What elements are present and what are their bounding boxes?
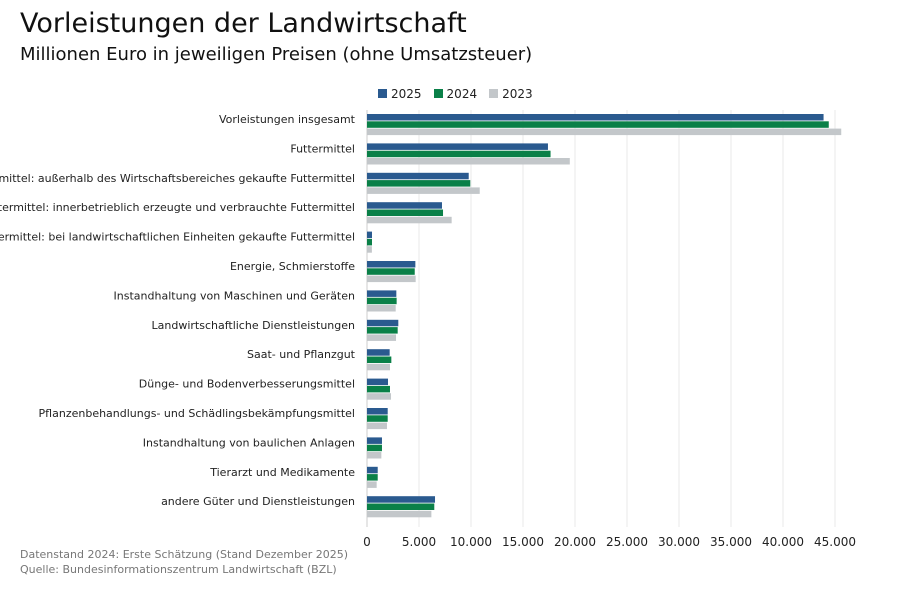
bar-2023 <box>367 158 570 165</box>
bar-2025 <box>367 408 388 415</box>
bar-2024 <box>367 238 372 246</box>
legend-item-2025: 2025 <box>378 87 422 101</box>
category-label: Pflanzenbehandlungs- und Schädlingsbekäm… <box>39 407 355 420</box>
bar-2024 <box>367 356 392 363</box>
bar-2025 <box>367 496 436 503</box>
bar-2024 <box>367 503 435 510</box>
bar-2024 <box>367 209 444 216</box>
bar-2025 <box>367 202 442 209</box>
bar-2023 <box>367 246 372 253</box>
x-tick-label: 20.000 <box>554 535 596 549</box>
bar-2024 <box>367 297 397 305</box>
bar-2024 <box>367 180 471 187</box>
category-label: Dünge- und Bodenverbesserungsmittel <box>139 378 355 391</box>
x-tick-label: 30.000 <box>658 535 700 549</box>
bar-2023 <box>367 422 387 430</box>
bar-2025 <box>367 319 399 327</box>
category-label: Futtermittel <box>290 142 355 155</box>
legend-swatch <box>433 89 443 98</box>
category-label: Tierarzt und Medikamente <box>209 466 355 479</box>
bar-2023 <box>367 275 416 283</box>
category-label: Instandhaltung von baulichen Anlagen <box>143 436 355 449</box>
bar-2023 <box>367 187 480 194</box>
footnote-source: Quelle: Bundesinformationszentrum Landwi… <box>20 563 337 576</box>
bar-2024 <box>367 444 382 452</box>
legend-label: 2024 <box>446 87 478 101</box>
bar-2023 <box>367 363 390 371</box>
bar-2024 <box>367 268 415 275</box>
bar-2024 <box>367 415 388 422</box>
bar-2024 <box>367 385 390 393</box>
legend-item-2023: 2023 <box>489 87 533 101</box>
bar-2025 <box>367 290 397 297</box>
bar-2025 <box>367 114 824 121</box>
legend-swatch <box>378 89 387 98</box>
bar-2025 <box>367 437 382 444</box>
x-tick-label: 45.000 <box>814 535 856 549</box>
bar-2023 <box>367 452 382 459</box>
bar-2023 <box>367 334 397 341</box>
bar-2024 <box>367 150 551 158</box>
bar-2025 <box>367 231 372 239</box>
bar-2023 <box>367 481 377 488</box>
bar-2025 <box>367 261 416 268</box>
bar-2023 <box>367 393 392 400</box>
bar-2023 <box>367 216 452 224</box>
category-label: andere Güter und Dienstleistungen <box>161 495 355 508</box>
footnote-datenstand: Datenstand 2024: Erste Schätzung (Stand … <box>20 548 349 561</box>
chart-title: Vorleistungen der Landwirtschaft <box>20 8 467 39</box>
legend-swatch <box>489 89 499 98</box>
x-tick-label: 10.000 <box>450 535 492 549</box>
category-label: Energie, Schmierstoffe <box>230 260 355 273</box>
bar-2023 <box>367 510 432 518</box>
bar-2025 <box>367 172 469 180</box>
x-tick-label: 25.000 <box>606 535 648 549</box>
bar-2025 <box>367 466 378 474</box>
category-label: Instandhaltung von Maschinen und Geräten <box>114 289 355 302</box>
category-label: Futtermittel: bei landwirtschaftlichen E… <box>0 231 355 244</box>
bar-2025 <box>367 378 389 386</box>
bar-2023 <box>367 305 396 312</box>
legend-item-2024: 2024 <box>433 87 478 101</box>
category-label: Vorleistungen insgesamt <box>219 113 356 126</box>
legend-label: 2025 <box>391 87 422 101</box>
bar-2024 <box>367 327 398 334</box>
x-tick-label: 15.000 <box>502 535 544 549</box>
x-tick-label: 40.000 <box>762 535 804 549</box>
bar-2025 <box>367 349 390 356</box>
bar-2023 <box>367 128 842 136</box>
bar-2024 <box>367 121 829 128</box>
x-tick-label: 35.000 <box>710 535 752 549</box>
x-tick-label: 0 <box>363 535 371 549</box>
category-label: Saat- und Pflanzgut <box>247 348 356 361</box>
category-label: Futtermittel: innerbetrieblich erzeugte … <box>0 201 355 214</box>
category-label: Futtermittel: außerhalb des Wirtschaftsb… <box>0 172 355 185</box>
chart-subtitle: Millionen Euro in jeweiligen Preisen (oh… <box>20 44 533 65</box>
category-label: Landwirtschaftliche Dienstleistungen <box>152 319 356 332</box>
legend: 2025 2024 2023 <box>378 87 533 101</box>
x-tick-label: 5.000 <box>402 535 436 549</box>
bar-2024 <box>367 474 378 481</box>
bar-2025 <box>367 143 548 150</box>
legend-label: 2023 <box>502 87 533 101</box>
